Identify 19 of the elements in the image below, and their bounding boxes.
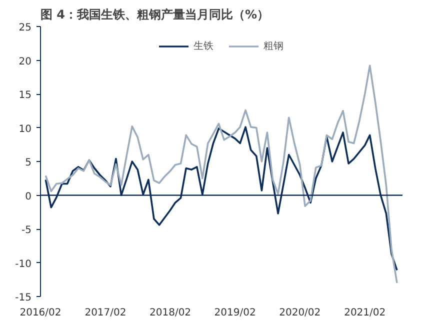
line-series [44, 64, 398, 284]
x-tick-label: 2016/02 [20, 308, 62, 318]
y-tick-label: -5 [22, 225, 32, 236]
y-tick-label: 25 [18, 22, 32, 34]
chart-title: 图 4：我国生铁、粗钢产量当月同比（%） [40, 8, 270, 22]
x-tick-label: 2021/02 [344, 308, 386, 318]
y-tick-label: 10 [18, 124, 32, 135]
x-tick-label: 2019/02 [214, 308, 256, 318]
y-tick-label: -10 [15, 258, 32, 270]
legend-label: 粗钢 [264, 40, 284, 53]
y-tick-label: 0 [25, 191, 32, 202]
x-tick-label: 2020/02 [279, 308, 321, 318]
x-tick-label: 2018/02 [150, 308, 192, 318]
y-tick-label: -15 [15, 292, 32, 304]
y-tick-label: 5 [25, 158, 32, 168]
x-tick-label: 2017/02 [84, 308, 126, 318]
legend-label: 生铁 [194, 40, 214, 53]
y-tick-label: 15 [18, 90, 32, 101]
y-tick-label: 20 [18, 56, 32, 68]
